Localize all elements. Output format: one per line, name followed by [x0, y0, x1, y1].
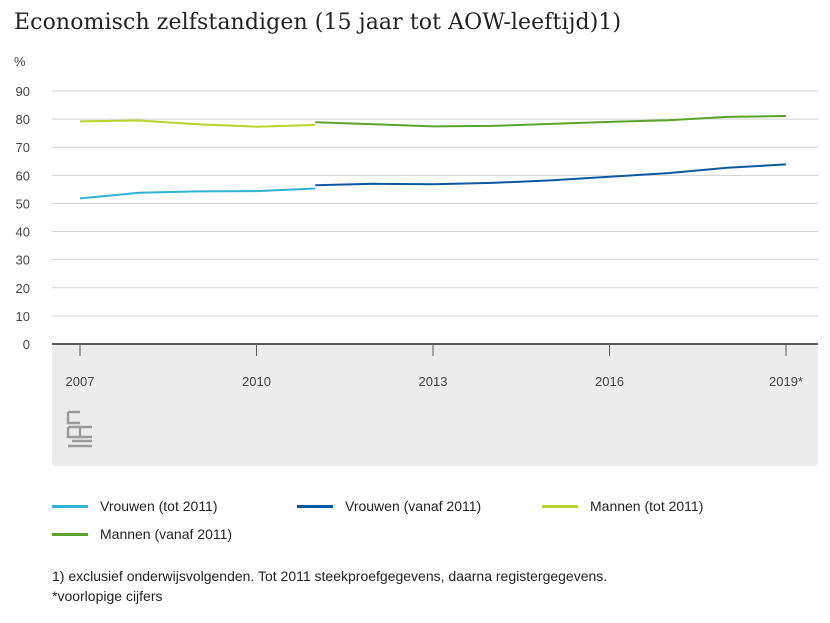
x-tick-label: 2019*	[769, 374, 803, 389]
legend-label: Vrouwen (vanaf 2011)	[345, 498, 482, 514]
x-tick-label: 2013	[419, 374, 448, 389]
legend-item-mannen-tot-2011: Mannen (tot 2011)	[542, 498, 703, 514]
y-tick-label: 90	[16, 84, 30, 99]
footnote: 1) exclusief onderwijsvolgenden. Tot 201…	[52, 566, 607, 606]
x-tick-label: 2016	[595, 374, 624, 389]
series-line	[79, 119, 316, 128]
y-tick-label: 40	[16, 225, 30, 240]
legend-swatch	[542, 504, 578, 508]
y-tick-label: 20	[16, 281, 30, 296]
legend-item-mannen-vanaf-2011: Mannen (vanaf 2011)	[52, 526, 232, 542]
y-tick-label: 30	[16, 253, 30, 268]
y-tick-label: 50	[16, 196, 30, 211]
legend-label: Vrouwen (tot 2011)	[100, 498, 218, 514]
cbs-logo-icon	[66, 410, 94, 453]
legend-label: Mannen (vanaf 2011)	[100, 526, 233, 542]
legend-item-vrouwen-vanaf-2011: Vrouwen (vanaf 2011)	[297, 498, 481, 514]
y-tick-label: 80	[16, 112, 30, 127]
legend-item-vrouwen-tot-2011: Vrouwen (tot 2011)	[52, 498, 218, 514]
y-axis-unit-label: %	[14, 54, 26, 69]
series-line	[315, 163, 787, 187]
x-tick-label: 2010	[242, 374, 271, 389]
x-tick-label: 2007	[66, 374, 95, 389]
chart-title: Economisch zelfstandigen (15 jaar tot AO…	[14, 10, 622, 35]
legend-label: Mannen (tot 2011)	[590, 498, 704, 514]
legend-swatch	[297, 504, 333, 508]
footnote-line-1: 1) exclusief onderwijsvolgenden. Tot 201…	[52, 568, 608, 584]
legend-swatch	[52, 504, 88, 508]
y-tick-label: 70	[16, 140, 30, 155]
series-line	[79, 187, 316, 200]
series-line	[315, 115, 787, 128]
x-axis-band	[52, 344, 818, 466]
legend-swatch	[52, 532, 88, 536]
y-tick-label: 60	[16, 168, 30, 183]
y-tick-label: 0	[23, 337, 30, 352]
y-tick-label: 10	[16, 309, 30, 324]
footnote-line-2: *voorlopige cijfers	[52, 588, 163, 604]
